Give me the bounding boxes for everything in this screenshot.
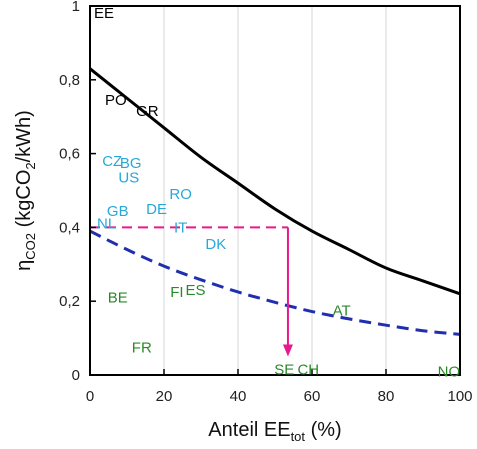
country-label-dk: DK [205, 236, 226, 253]
country-label-bg: BG [120, 155, 142, 172]
y-tick-label: 0 [72, 367, 80, 384]
country-label-ro: RO [169, 186, 192, 203]
country-label-cz: CZ [102, 153, 122, 170]
y-axis-title: ηCO2 (kgCO2/kWh) [13, 110, 38, 271]
grid-lines [163, 6, 387, 375]
y-tick-label: 0,6 [59, 146, 80, 163]
axis-ticks: 0 20 40 60 80 100 0 0,2 0,4 0,6 0,8 1 [59, 0, 472, 405]
y-tick-label: 1 [72, 0, 80, 15]
country-label-nl: NL [97, 216, 116, 233]
reference-layer [90, 226, 293, 357]
series-line-solid [89, 67, 461, 296]
series-line-dashed [89, 229, 461, 336]
x-tick-label: 40 [230, 388, 247, 405]
x-tick-label: 20 [156, 388, 173, 405]
x-axis-title-sub: tot [291, 429, 306, 444]
country-label-no: NO [438, 363, 461, 380]
reference-arrow-head [282, 344, 293, 357]
country-label-se: SE [274, 361, 294, 378]
y-axis-title-sub1: CO2 [23, 233, 38, 260]
country-label-us: US [118, 170, 139, 187]
corner-label-ee: EE [94, 5, 114, 22]
x-axis-title: Anteil EEtot (%) [208, 419, 341, 444]
country-label-fi: FI [170, 284, 183, 301]
plot-frame [89, 5, 461, 376]
x-tick-label: 80 [378, 388, 395, 405]
y-axis-title-end: /kWh) [13, 110, 35, 162]
country-label-fr: FR [132, 339, 152, 356]
country-label-be: BE [108, 290, 128, 307]
country-label-gb: GB [107, 203, 129, 220]
series-layer [89, 67, 461, 336]
x-tick-label: 60 [304, 388, 321, 405]
country-label-at: AT [333, 302, 351, 319]
y-axis-title-mid: (kgCO [13, 170, 35, 233]
y-tick-label: 0,4 [59, 219, 80, 236]
y-axis-title-eta: η [13, 260, 35, 271]
x-tick-label: 100 [447, 388, 472, 405]
country-label-ch: CH [297, 361, 319, 378]
y-tick-label: 0,2 [59, 293, 80, 310]
x-axis-title-main: Anteil EE [208, 419, 290, 441]
y-axis-title-sub2: 2 [23, 162, 38, 169]
y-tick-label: 0,8 [59, 72, 80, 89]
x-axis-title-suffix: (%) [305, 419, 342, 441]
country-label-de: DE [146, 201, 167, 218]
country-label-es: ES [185, 282, 205, 299]
country-label-po: PO [105, 92, 127, 109]
country-label-gr: GR [136, 103, 159, 120]
x-tick-label: 0 [86, 388, 94, 405]
country-label-it: IT [174, 219, 187, 236]
